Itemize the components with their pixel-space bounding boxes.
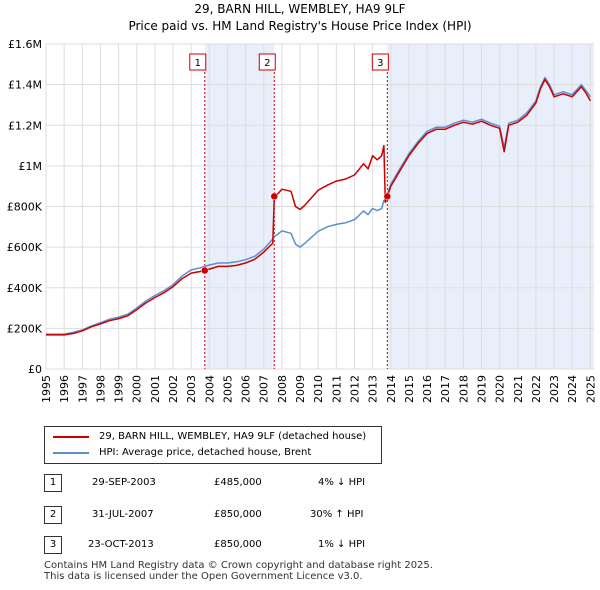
chart-title: 29, BARN HILL, WEMBLEY, HA9 9LF: [194, 2, 406, 16]
x-tick-label: 2013: [367, 375, 380, 403]
x-tick-label: 2015: [403, 375, 416, 403]
sale-label-box: [189, 53, 207, 71]
legend-label-hpi: HPI: Average price, detached house, Bren…: [99, 447, 312, 458]
legend-swatch-property: [53, 436, 89, 438]
sale-point: [383, 192, 392, 201]
sale-point: [201, 266, 209, 275]
x-tick-label: 2001: [149, 375, 162, 403]
y-tick-label: £600K: [7, 241, 43, 254]
x-tick-label: 1999: [113, 375, 126, 403]
x-tick-label: 2011: [330, 375, 343, 403]
sale-point: [270, 192, 279, 201]
chart-subtitle: Price paid vs. HM Land Registry's House …: [128, 19, 472, 33]
sale-label-text: 3: [377, 58, 383, 69]
x-tick-label: 2016: [421, 375, 434, 403]
y-tick-label: £0: [28, 363, 42, 376]
sale-hpi-diff: 30% ↑ HPI: [310, 509, 364, 520]
sale-label-box: [258, 53, 276, 71]
sale-row: 1 29-SEP-2003 £485,000 4% ↓ HPI: [0, 474, 600, 494]
x-tick-label: 2010: [312, 375, 325, 403]
sale-hpi-diff: 1% ↓ HPI: [318, 539, 366, 550]
legend: 29, BARN HILL, WEMBLEY, HA9 9LF (detache…: [44, 426, 382, 464]
x-tick-label: 1996: [58, 375, 71, 403]
sale-label-text: 1: [195, 58, 201, 69]
x-tick-label: 2023: [548, 375, 561, 403]
x-tick-label: 1995: [40, 375, 53, 403]
x-tick-label: 2000: [131, 375, 144, 403]
x-tick-label: 2004: [203, 375, 216, 403]
legend-swatch-hpi: [53, 452, 89, 454]
x-tick-label: 2009: [294, 375, 307, 403]
sale-price: £850,000: [214, 509, 262, 520]
footer-licence: This data is licensed under the Open Gov…: [44, 571, 363, 582]
y-tick-label: £200K: [7, 322, 43, 335]
x-tick-label: 2017: [439, 375, 452, 403]
x-tick-label: 2025: [584, 375, 597, 403]
y-tick-label: £1.2M: [8, 119, 42, 132]
y-tick-label: £1.4M: [8, 79, 42, 92]
sale-date: 29-SEP-2003: [92, 477, 156, 488]
x-tick-label: 2024: [566, 375, 579, 403]
x-tick-label: 2018: [457, 375, 470, 403]
x-tick-label: 2014: [385, 375, 398, 403]
sale-row: 2 31-JUL-2007 £850,000 30% ↑ HPI: [0, 506, 600, 526]
x-tick-label: 2020: [494, 375, 507, 403]
x-tick-label: 2019: [475, 375, 488, 403]
sale-number-badge: 3: [44, 536, 62, 554]
sale-date: 23-OCT-2013: [88, 539, 154, 550]
sale-price: £850,000: [214, 539, 262, 550]
y-tick-label: £800K: [7, 201, 43, 214]
sale-number-badge: 2: [44, 506, 62, 524]
y-tick-label: £1M: [19, 160, 43, 173]
sale-hpi-diff: 4% ↓ HPI: [318, 477, 366, 488]
x-tick-label: 2002: [167, 375, 180, 403]
sale-row: 3 23-OCT-2013 £850,000 1% ↓ HPI: [0, 536, 600, 556]
x-tick-label: 1997: [76, 375, 89, 403]
x-tick-label: 1998: [94, 375, 107, 403]
x-tick-label: 2022: [530, 375, 543, 403]
sale-date: 31-JUL-2007: [92, 509, 154, 520]
property-price-line: [46, 78, 592, 336]
x-tick-label: 2007: [258, 375, 271, 403]
x-tick-label: 2021: [512, 375, 525, 403]
sale-number-badge: 1: [44, 474, 62, 492]
x-tick-label: 2006: [240, 375, 253, 403]
price-chart: 1 2 3 £0 £200K £400K £600K £800K £1M £1.2M £1.4M £1…: [7, 38, 598, 403]
sale-label-box: [371, 53, 389, 71]
x-tick-label: 2005: [221, 375, 234, 403]
y-tick-label: £1.6M: [8, 38, 42, 51]
sale-label-text: 2: [264, 58, 270, 69]
footer-copyright: Contains HM Land Registry data © Crown c…: [44, 560, 433, 571]
x-tick-label: 2012: [348, 375, 361, 403]
footer: Contains HM Land Registry data © Crown c…: [44, 560, 433, 582]
sale-price: £485,000: [214, 477, 262, 488]
x-tick-label: 2003: [185, 375, 198, 403]
y-tick-label: £400K: [7, 282, 43, 295]
legend-label-property: 29, BARN HILL, WEMBLEY, HA9 9LF (detache…: [99, 431, 367, 442]
x-tick-label: 2008: [276, 375, 289, 403]
